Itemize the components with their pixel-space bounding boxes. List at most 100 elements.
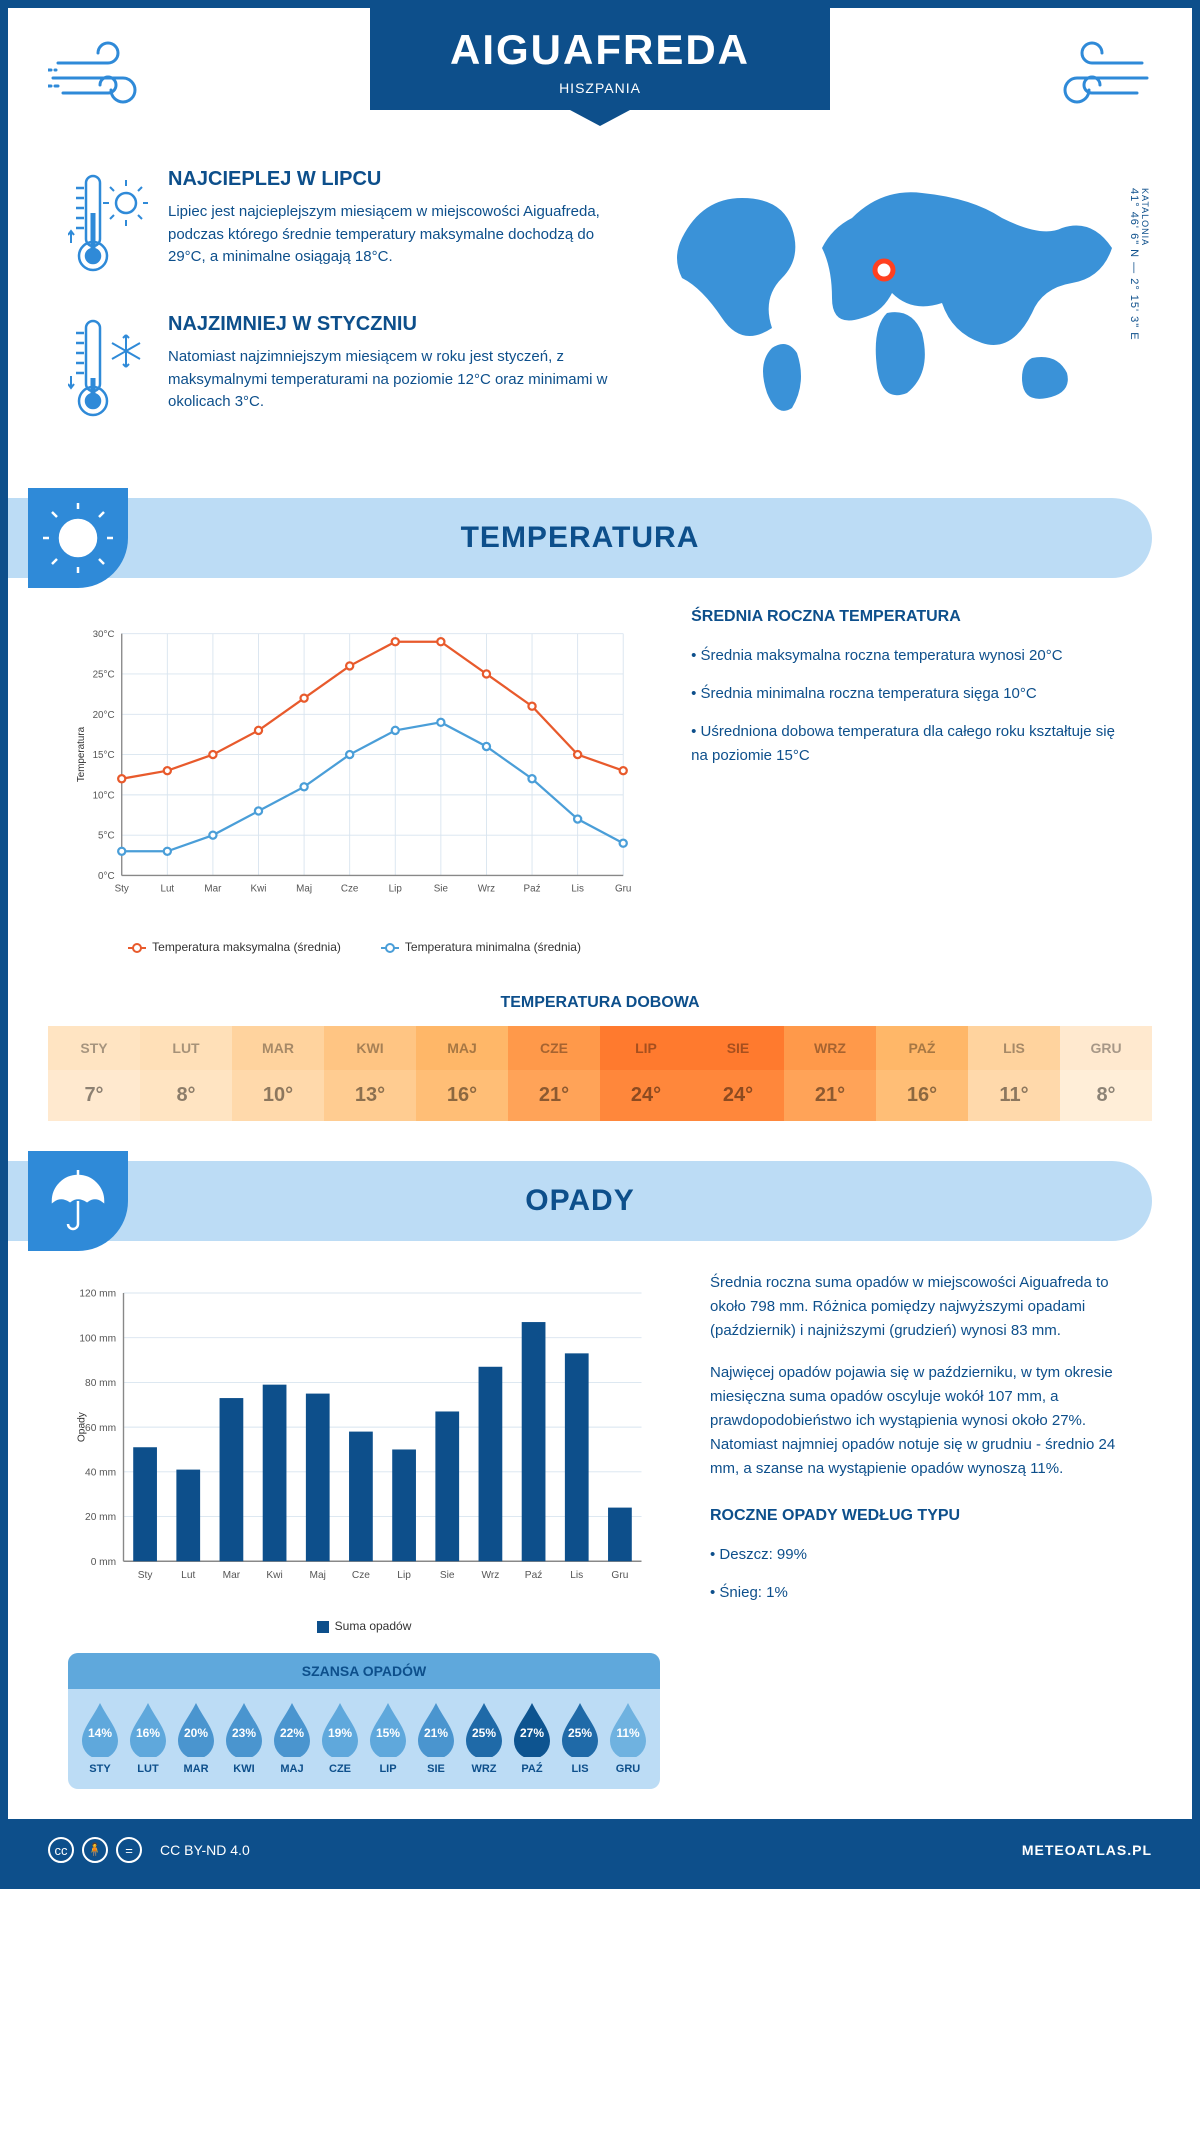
daily-month: LIP	[600, 1026, 692, 1070]
header: AIGUAFREDA HISZPANIA	[8, 8, 1192, 138]
svg-text:Lis: Lis	[571, 884, 584, 895]
svg-text:Maj: Maj	[296, 884, 312, 895]
by-icon: 🧍	[82, 1837, 108, 1863]
precipitation-bar-chart: 0 mm20 mm40 mm60 mm80 mm100 mm120 mmStyL…	[68, 1271, 660, 1611]
temp-bullet: • Średnia minimalna roczna temperatura s…	[691, 682, 1132, 706]
fact-hot-title: NAJCIEPLEJ W LIPCU	[168, 168, 612, 191]
fact-hot-body: Lipiec jest najcieplejszym miesiącem w m…	[168, 201, 612, 269]
world-map: KATALONIA 41° 46' 6" N — 2° 15' 3" E	[652, 168, 1132, 458]
svg-text:10°C: 10°C	[93, 790, 115, 801]
rain-chance-box: SZANSA OPADÓW 14% STY 16% LUT 20% MAR 23…	[68, 1653, 660, 1789]
temp-bullet: • Uśredniona dobowa temperatura dla całe…	[691, 720, 1132, 768]
daily-temp-heading: TEMPERATURA DOBOWA	[8, 994, 1192, 1012]
section-temperature: TEMPERATURA	[8, 498, 1152, 578]
daily-month: LIS	[968, 1026, 1060, 1070]
precip-para: Średnia roczna suma opadów w miejscowośc…	[710, 1271, 1132, 1343]
fact-hottest: NAJCIEPLEJ W LIPCU Lipiec jest najcieple…	[68, 168, 612, 283]
svg-text:80 mm: 80 mm	[85, 1378, 116, 1389]
svg-text:20 mm: 20 mm	[85, 1512, 116, 1523]
daily-value: 10°	[232, 1070, 324, 1121]
svg-text:Gru: Gru	[611, 1570, 628, 1581]
rain-drop: 27% PAŹ	[510, 1701, 554, 1775]
temp-side-heading: ŚREDNIA ROCZNA TEMPERATURA	[691, 608, 1132, 626]
rain-drop: 16% LUT	[126, 1701, 170, 1775]
daily-value: 8°	[140, 1070, 232, 1121]
daily-value: 16°	[876, 1070, 968, 1121]
svg-text:Lis: Lis	[570, 1570, 583, 1581]
daily-month: SIE	[692, 1026, 784, 1070]
fact-cold-body: Natomiast najzimniejszym miesiącem w rok…	[168, 346, 612, 414]
thermometer-snow-icon	[68, 313, 148, 428]
svg-text:Sie: Sie	[434, 884, 449, 895]
daily-month: PAŹ	[876, 1026, 968, 1070]
svg-text:Sty: Sty	[115, 884, 129, 895]
license-block: cc 🧍 = CC BY-ND 4.0	[48, 1837, 250, 1863]
rain-drop: 22% MAJ	[270, 1701, 314, 1775]
svg-text:0°C: 0°C	[98, 871, 115, 882]
daily-value: 7°	[48, 1070, 140, 1121]
coordinates: KATALONIA 41° 46' 6" N — 2° 15' 3" E	[1128, 188, 1150, 341]
wind-icon-right	[1032, 38, 1152, 118]
rain-drop: 25% LIS	[558, 1701, 602, 1775]
thermometer-sun-icon	[68, 168, 148, 283]
svg-text:40 mm: 40 mm	[85, 1468, 116, 1479]
sun-icon	[28, 488, 128, 588]
svg-text:Kwi: Kwi	[251, 884, 267, 895]
precipitation-heading: OPADY	[148, 1184, 1152, 1218]
daily-value: 11°	[968, 1070, 1060, 1121]
daily-value: 16°	[416, 1070, 508, 1121]
rain-drop: 19% CZE	[318, 1701, 362, 1775]
daily-month: CZE	[508, 1026, 600, 1070]
fact-cold-title: NAJZIMNIEJ W STYCZNIU	[168, 313, 612, 336]
svg-text:Sty: Sty	[138, 1570, 154, 1581]
precip-type-bullet: • Deszcz: 99%	[710, 1543, 1132, 1567]
svg-text:30°C: 30°C	[93, 629, 115, 640]
daily-value: 8°	[1060, 1070, 1152, 1121]
rain-drop: 23% KWI	[222, 1701, 266, 1775]
svg-text:Lip: Lip	[397, 1570, 411, 1581]
svg-text:20°C: 20°C	[93, 710, 115, 721]
rain-drop: 15% LIP	[366, 1701, 410, 1775]
daily-value: 13°	[324, 1070, 416, 1121]
svg-text:Mar: Mar	[223, 1570, 241, 1581]
svg-text:120 mm: 120 mm	[79, 1289, 116, 1300]
svg-text:0 mm: 0 mm	[91, 1557, 116, 1568]
svg-text:5°C: 5°C	[98, 831, 115, 842]
precip-type-bullet: • Śnieg: 1%	[710, 1581, 1132, 1605]
svg-text:Lut: Lut	[160, 884, 174, 895]
svg-text:Opady: Opady	[77, 1411, 88, 1442]
svg-text:Paź: Paź	[524, 884, 541, 895]
svg-text:Maj: Maj	[310, 1570, 326, 1581]
svg-text:Gru: Gru	[615, 884, 631, 895]
daily-month: MAJ	[416, 1026, 508, 1070]
daily-value: 21°	[508, 1070, 600, 1121]
temperature-line-chart: 0°C5°C10°C15°C20°C25°C30°CStyLutMarKwiMa…	[68, 608, 641, 928]
city-name: AIGUAFREDA	[450, 26, 750, 74]
precipitation-legend: Suma opadów	[68, 1619, 660, 1633]
rain-drop: 20% MAR	[174, 1701, 218, 1775]
umbrella-icon	[28, 1151, 128, 1251]
daily-temp-table: STYLUTMARKWIMAJCZELIPSIEWRZPAŹLISGRU7°8°…	[48, 1026, 1152, 1121]
country-name: HISZPANIA	[450, 80, 750, 96]
svg-text:Wrz: Wrz	[481, 1570, 499, 1581]
svg-text:25°C: 25°C	[93, 670, 115, 681]
svg-text:60 mm: 60 mm	[85, 1423, 116, 1434]
temperature-legend: Temperatura maksymalna (średnia) Tempera…	[68, 940, 641, 954]
temp-bullet: • Średnia maksymalna roczna temperatura …	[691, 644, 1132, 668]
svg-text:Temperatura: Temperatura	[76, 726, 87, 782]
daily-value: 24°	[692, 1070, 784, 1121]
rain-drop: 14% STY	[78, 1701, 122, 1775]
daily-month: KWI	[324, 1026, 416, 1070]
daily-month: GRU	[1060, 1026, 1152, 1070]
svg-text:Sie: Sie	[440, 1570, 455, 1581]
nd-icon: =	[116, 1837, 142, 1863]
footer: cc 🧍 = CC BY-ND 4.0 METEOATLAS.PL	[8, 1819, 1192, 1881]
svg-text:15°C: 15°C	[93, 750, 115, 761]
svg-text:Paź: Paź	[525, 1570, 543, 1581]
precip-para: Najwięcej opadów pojawia się w październ…	[710, 1361, 1132, 1481]
daily-month: LUT	[140, 1026, 232, 1070]
fact-coldest: NAJZIMNIEJ W STYCZNIU Natomiast najzimni…	[68, 313, 612, 428]
wind-icon-left	[48, 38, 168, 118]
daily-month: STY	[48, 1026, 140, 1070]
rain-drop: 25% WRZ	[462, 1701, 506, 1775]
